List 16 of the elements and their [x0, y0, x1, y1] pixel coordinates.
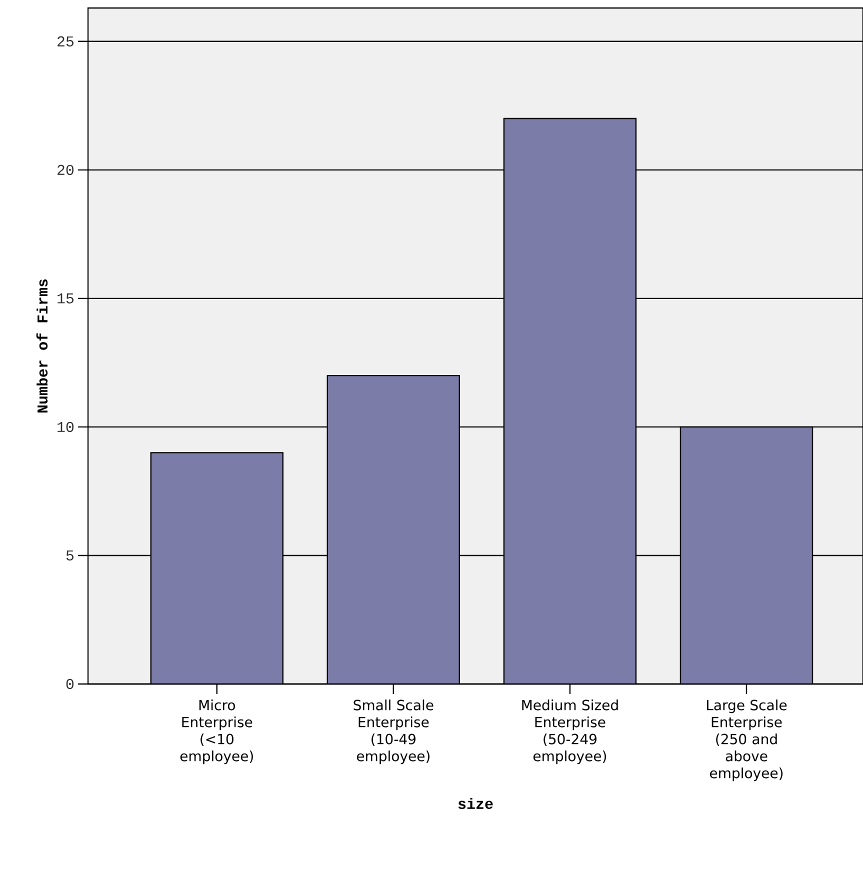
bar [680, 426, 814, 684]
bar [326, 374, 460, 684]
bar [150, 452, 284, 684]
x-axis-title: size [458, 798, 493, 809]
y-tick-label: 10 [58, 422, 74, 432]
y-tick-label: 25 [58, 36, 74, 46]
x-tick-label: Medium Sized Enterprise (50-249 employee) [522, 700, 618, 764]
y-tick-label: 0 [66, 678, 74, 690]
y-axis-title: Number of Firms [36, 279, 48, 413]
y-tick-label: 20 [58, 164, 74, 176]
x-tick-label: Micro Enterprise (<10 employee) [180, 700, 253, 764]
bar [503, 118, 637, 684]
y-tick-label: 15 [58, 293, 74, 304]
y-tick-label: 5 [66, 550, 74, 560]
x-tick-label: Small Scale Enterprise (10-49 employee) [354, 700, 434, 764]
x-tick-label: Large Scale Enterprise (250 and above employee) [707, 700, 787, 782]
